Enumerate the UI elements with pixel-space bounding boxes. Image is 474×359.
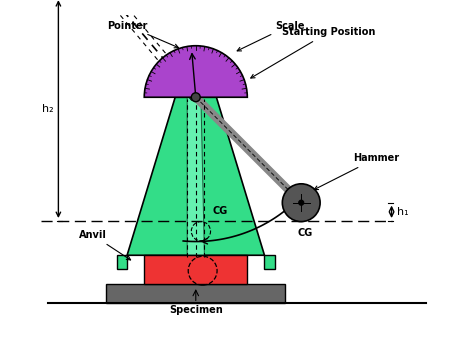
Text: h₂: h₂ [42,104,53,114]
Polygon shape [117,255,127,269]
Text: Hammer: Hammer [314,154,399,190]
Polygon shape [144,255,247,284]
Text: Starting Position: Starting Position [251,27,375,78]
Text: End of
Swing: End of Swing [0,358,1,359]
Text: Scale: Scale [237,20,304,51]
Text: Anvil: Anvil [79,230,131,260]
Circle shape [299,200,304,205]
Text: Pointer: Pointer [107,20,178,48]
Circle shape [191,93,200,102]
Text: CG: CG [213,206,228,216]
Text: h₁: h₁ [397,207,408,217]
Wedge shape [144,46,247,97]
Circle shape [283,184,320,222]
Text: CG: CG [297,228,312,238]
Polygon shape [127,97,264,255]
Polygon shape [107,284,285,303]
Polygon shape [187,97,204,255]
Polygon shape [264,255,275,269]
Text: Specimen: Specimen [169,305,223,315]
